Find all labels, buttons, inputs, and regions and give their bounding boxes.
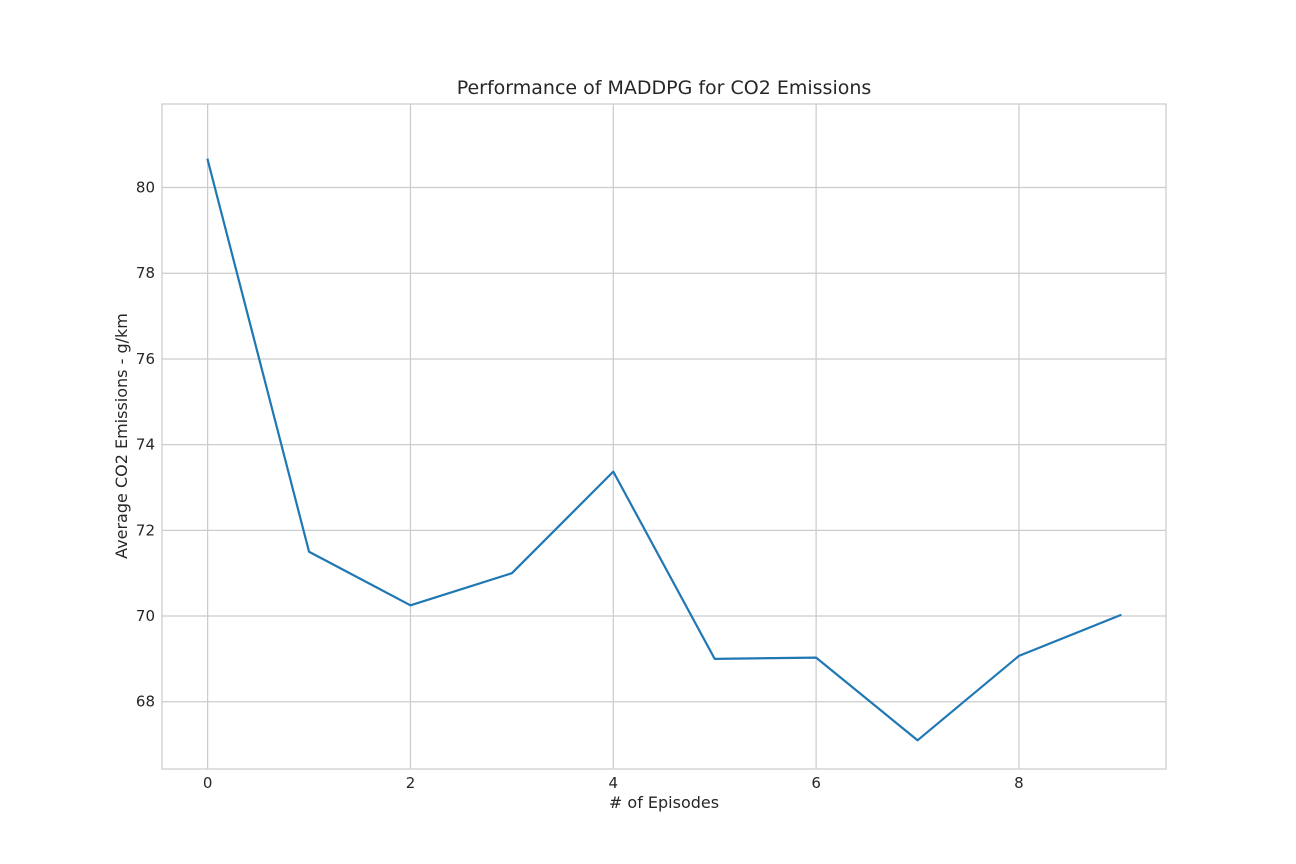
y-tick-label: 72 bbox=[136, 521, 155, 539]
y-tick-label: 80 bbox=[136, 179, 155, 197]
y-tick-label: 68 bbox=[136, 693, 155, 711]
series-line bbox=[206, 158, 1122, 742]
x-axis-label: # of Episodes bbox=[609, 793, 719, 812]
y-tick-label: 76 bbox=[136, 350, 155, 368]
series-layer bbox=[206, 158, 1122, 742]
x-tick-label: 2 bbox=[406, 774, 416, 792]
chart-title: Performance of MADDPG for CO2 Emissions bbox=[457, 77, 872, 99]
y-tick-label: 78 bbox=[136, 264, 155, 282]
plot-frame bbox=[161, 103, 1167, 770]
x-tick-label: 4 bbox=[609, 774, 619, 792]
x-tick-label: 8 bbox=[1014, 774, 1024, 792]
x-tick-labels: 0 2 4 6 8 bbox=[203, 774, 1024, 792]
x-tick-label: 0 bbox=[203, 774, 213, 792]
x-tick-label: 6 bbox=[811, 774, 821, 792]
y-axis-label: Average CO2 Emissions - g/km bbox=[112, 313, 131, 559]
grid bbox=[162, 104, 1166, 769]
y-tick-labels: 68 70 72 74 76 78 80 bbox=[136, 179, 155, 711]
y-tick-label: 74 bbox=[136, 436, 155, 454]
y-tick-label: 70 bbox=[136, 607, 155, 625]
